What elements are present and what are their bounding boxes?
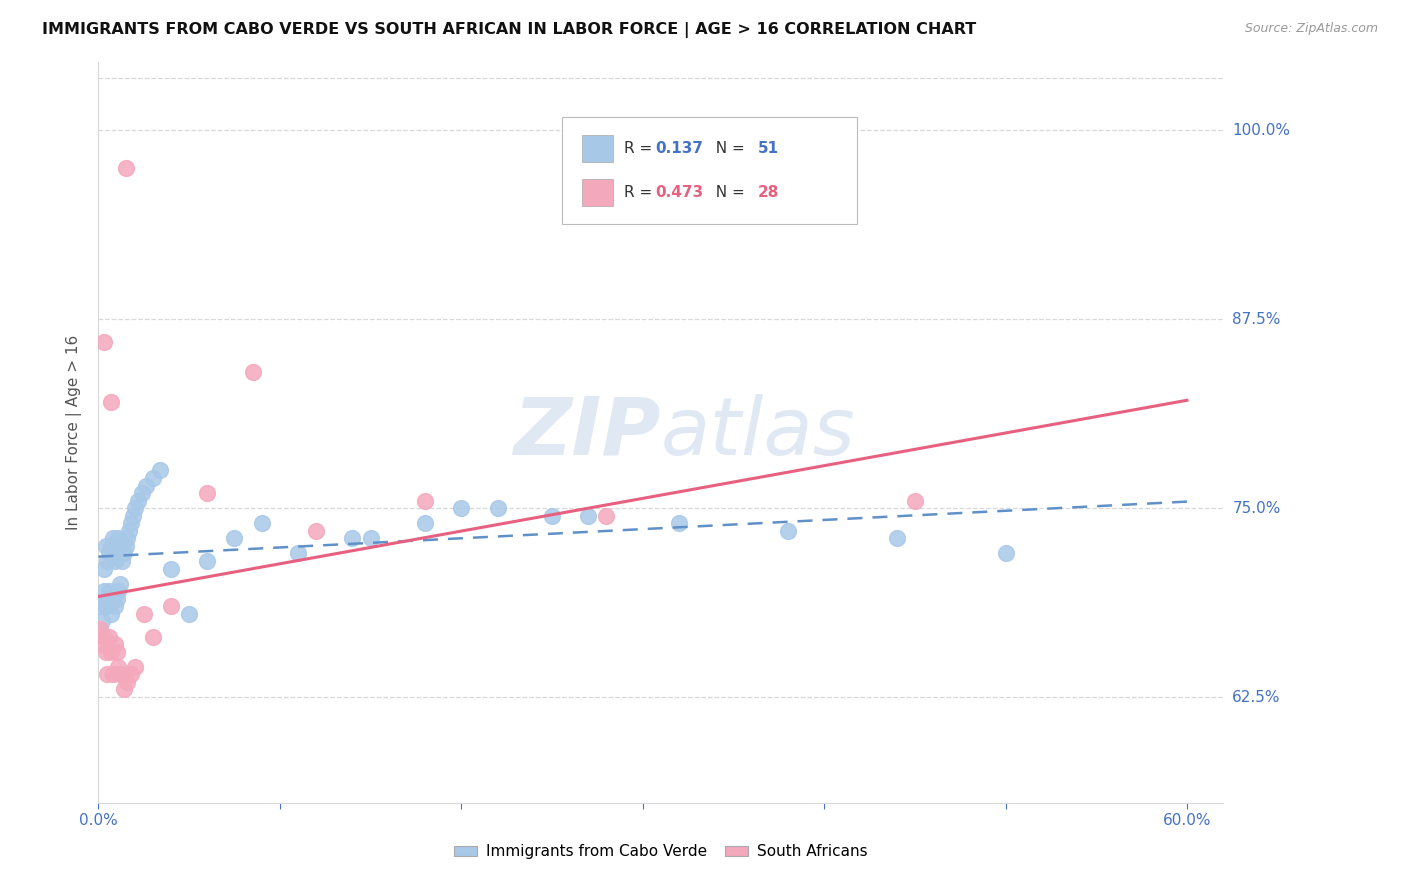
Point	[100, 395, 122, 409]
Point	[132, 607, 155, 621]
Point	[595, 508, 617, 523]
Point	[107, 532, 129, 546]
Point	[242, 365, 264, 379]
Text: 87.5%: 87.5%	[1232, 312, 1281, 326]
Point	[160, 561, 183, 575]
Point	[124, 660, 146, 674]
Point	[105, 645, 128, 659]
Point	[195, 554, 218, 568]
Point	[120, 516, 142, 531]
Point	[486, 501, 509, 516]
Point	[93, 334, 115, 349]
Point	[149, 463, 172, 477]
Point	[127, 493, 149, 508]
Point	[100, 539, 122, 553]
Text: R =: R =	[624, 185, 658, 200]
Point	[195, 486, 218, 500]
Point	[142, 471, 165, 485]
Point	[994, 547, 1017, 561]
Point	[93, 561, 115, 575]
Text: atlas: atlas	[661, 393, 856, 472]
Point	[89, 622, 111, 636]
Point	[91, 637, 114, 651]
Point	[305, 524, 328, 538]
Point	[112, 547, 135, 561]
Point	[413, 493, 436, 508]
Text: 51: 51	[758, 141, 779, 156]
Point	[89, 599, 111, 614]
Text: N =: N =	[706, 185, 749, 200]
Point	[114, 539, 136, 553]
Point	[105, 547, 128, 561]
Point	[541, 508, 564, 523]
Point	[104, 554, 127, 568]
Legend: Immigrants from Cabo Verde, South Africans: Immigrants from Cabo Verde, South Africa…	[447, 838, 875, 865]
Point	[100, 645, 122, 659]
Point	[94, 599, 117, 614]
Point	[250, 516, 273, 531]
Point	[98, 547, 121, 561]
Point	[100, 607, 122, 621]
Point	[101, 532, 124, 546]
Text: N =: N =	[706, 141, 749, 156]
Text: 75.0%: 75.0%	[1232, 500, 1281, 516]
Point	[776, 524, 799, 538]
Point	[108, 576, 131, 591]
Text: 62.5%: 62.5%	[1232, 690, 1281, 705]
Point	[98, 584, 121, 599]
Point	[105, 591, 128, 606]
Point	[117, 674, 139, 689]
Text: R =: R =	[624, 141, 658, 156]
Point	[668, 516, 690, 531]
Point	[142, 630, 165, 644]
Point	[96, 591, 118, 606]
Point	[160, 599, 183, 614]
Y-axis label: In Labor Force | Age > 16: In Labor Force | Age > 16	[66, 335, 83, 530]
Point	[124, 501, 146, 516]
Point	[224, 532, 246, 546]
Point	[93, 584, 115, 599]
Point	[179, 607, 201, 621]
Point	[96, 667, 118, 681]
Point	[112, 682, 135, 697]
Point	[450, 501, 472, 516]
Text: ZIP: ZIP	[513, 393, 661, 472]
Point	[94, 645, 117, 659]
Point	[117, 532, 139, 546]
Point	[91, 615, 114, 629]
Point	[108, 667, 131, 681]
Point	[101, 591, 124, 606]
Text: 0.473: 0.473	[655, 185, 703, 200]
Point	[360, 532, 382, 546]
Text: IMMIGRANTS FROM CABO VERDE VS SOUTH AFRICAN IN LABOR FORCE | AGE > 16 CORRELATIO: IMMIGRANTS FROM CABO VERDE VS SOUTH AFRI…	[42, 22, 976, 38]
Point	[135, 478, 157, 492]
Point	[98, 630, 121, 644]
Point	[107, 584, 129, 599]
Text: Source: ZipAtlas.com: Source: ZipAtlas.com	[1244, 22, 1378, 36]
Point	[886, 532, 908, 546]
Point	[287, 547, 309, 561]
Text: 100.0%: 100.0%	[1232, 123, 1291, 138]
Point	[118, 524, 141, 538]
Point	[904, 493, 927, 508]
Point	[122, 508, 145, 523]
Point	[114, 161, 136, 176]
Point	[111, 554, 134, 568]
Point	[94, 539, 117, 553]
Point	[413, 516, 436, 531]
Point	[104, 599, 127, 614]
Point	[104, 637, 127, 651]
Point	[101, 667, 124, 681]
Point	[342, 532, 364, 546]
Point	[120, 667, 142, 681]
Point	[93, 630, 115, 644]
Text: 0.137: 0.137	[655, 141, 703, 156]
Point	[131, 486, 153, 500]
Point	[96, 554, 118, 568]
Text: 28: 28	[758, 185, 779, 200]
Point	[576, 508, 599, 523]
Point	[107, 660, 129, 674]
